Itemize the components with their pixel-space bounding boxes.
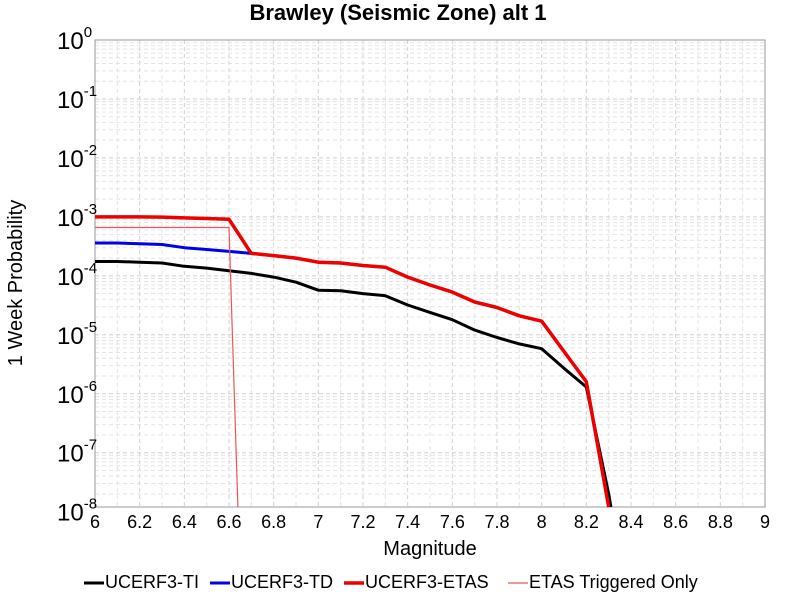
x-tick-label: 8 bbox=[537, 512, 547, 532]
y-tick-label: 10-1 bbox=[57, 83, 97, 114]
series-line-4 bbox=[95, 226, 239, 508]
x-tick-label: 6.6 bbox=[216, 512, 241, 532]
x-axis-label: Magnitude bbox=[383, 538, 476, 560]
legend-label-4: ETAS Triggered Only bbox=[529, 572, 698, 592]
legend-label-2: UCERF3-TD bbox=[231, 572, 333, 592]
x-tick-label: 6.2 bbox=[127, 512, 152, 532]
y-tick-label: 10-2 bbox=[57, 142, 97, 173]
y-tick-label: 10-8 bbox=[57, 496, 97, 527]
x-tick-label: 8.2 bbox=[574, 512, 599, 532]
legend: UCERF3-TI UCERF3-TD UCERF3-ETAS ETAS Trigge… bbox=[84, 572, 698, 592]
y-tick-label: 10-3 bbox=[57, 201, 97, 232]
series-line-3 bbox=[95, 215, 611, 508]
x-tick-label: 7.6 bbox=[440, 512, 465, 532]
series-layer bbox=[95, 215, 613, 508]
y-tick-label: 100 bbox=[57, 24, 92, 55]
x-tick-label: 8.6 bbox=[663, 512, 688, 532]
legend-label-3: UCERF3-ETAS bbox=[365, 572, 489, 592]
x-tick-label: 8.8 bbox=[708, 512, 733, 532]
x-tick-label: 7.8 bbox=[484, 512, 509, 532]
y-tick-label: 10-5 bbox=[57, 319, 97, 350]
x-tick-labels: 6 6.2 6.4 6.6 6.8 7 7.2 7.4 7.6 7.8 8 8.2 8.4 8.6 8.8 9 bbox=[90, 512, 770, 532]
y-tick-labels: 100 10-1 10-2 10-3 10-4 10-5 10-6 10-7 10-8 bbox=[57, 24, 97, 527]
series-line-1 bbox=[95, 260, 613, 508]
legend-label-1: UCERF3-TI bbox=[105, 572, 199, 592]
y-axis-label: 1 Week Probability bbox=[5, 200, 27, 366]
x-tick-label: 7.2 bbox=[350, 512, 375, 532]
x-tick-label: 6.4 bbox=[172, 512, 197, 532]
chart-title: Brawley (Seismic Zone) alt 1 bbox=[249, 0, 546, 25]
y-tick-label: 10-6 bbox=[57, 378, 97, 409]
x-tick-label: 6 bbox=[90, 512, 100, 532]
plot-frame bbox=[94, 39, 766, 508]
x-tick-label: 7.4 bbox=[395, 512, 420, 532]
x-tick-label: 6.8 bbox=[261, 512, 286, 532]
x-tick-label: 9 bbox=[760, 512, 770, 532]
y-tick-label: 10-7 bbox=[57, 437, 97, 468]
x-tick-label: 7 bbox=[313, 512, 323, 532]
x-tick-label: 8.4 bbox=[618, 512, 643, 532]
y-tick-label: 10-4 bbox=[57, 260, 97, 291]
